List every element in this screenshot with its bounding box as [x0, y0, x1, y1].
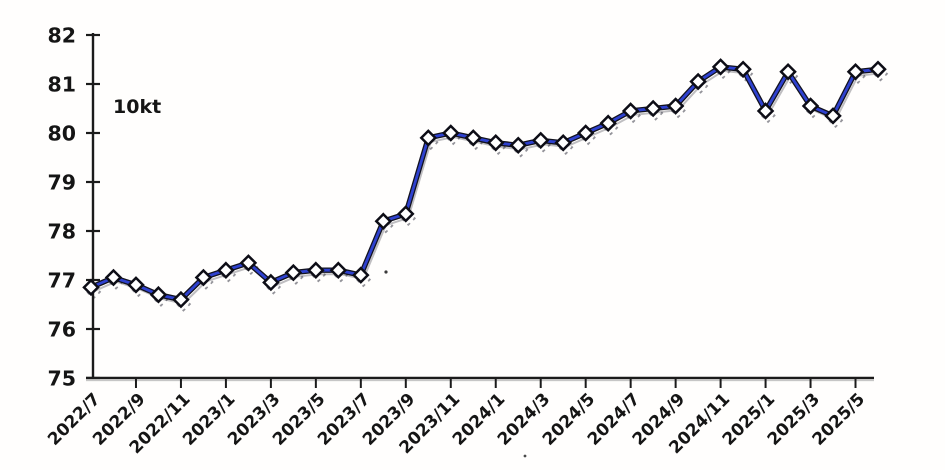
data-point-marker — [352, 266, 370, 284]
data-point-marker — [262, 273, 280, 292]
data-point-marker — [621, 102, 640, 120]
data-point-marker — [307, 261, 325, 279]
marker-scan-ghost — [198, 274, 214, 290]
data-point-marker — [464, 129, 483, 147]
data-point-marker — [756, 102, 775, 120]
data-point-marker — [734, 60, 752, 79]
data-point-marker — [666, 97, 685, 115]
marker-scan-ghost — [310, 266, 327, 283]
y-tick-label: 79 — [47, 171, 76, 195]
data-point-marker — [127, 276, 145, 294]
marker-scan-ghost — [288, 269, 304, 285]
data-point-marker — [869, 60, 887, 79]
marker-scan-ghost — [378, 217, 394, 234]
marker-scan-ghost — [220, 266, 237, 283]
marker-scan-ghost — [445, 129, 461, 146]
data-point-marker — [599, 114, 617, 132]
y-axis-ticks-labels: 75 76 77 78 79 80 81 82 — [47, 24, 100, 391]
data-point-marker — [419, 129, 438, 147]
data-point-marker — [509, 136, 527, 155]
data-markers — [82, 58, 887, 309]
y-tick-label: 82 — [47, 24, 76, 48]
y-tick-label: 80 — [47, 122, 76, 146]
scan-artifact-dot — [384, 270, 388, 274]
y-tick-label: 75 — [47, 367, 76, 391]
data-point-marker — [397, 205, 415, 223]
marker-scan-ghost — [423, 134, 439, 151]
data-point-marker — [104, 268, 123, 287]
y-tick-label: 81 — [47, 73, 76, 97]
data-point-marker — [172, 290, 190, 309]
axes — [86, 33, 874, 382]
marker-scan-ghost — [580, 129, 596, 146]
marker-scan-ghost — [513, 142, 529, 158]
marker-scan-ghost — [153, 291, 169, 307]
data-point-marker — [239, 254, 258, 272]
marker-scan-ghost — [872, 66, 889, 82]
data-line — [88, 64, 881, 303]
marker-scan-ghost — [602, 119, 619, 136]
marker-scan-ghost — [243, 259, 259, 276]
marker-scan-ghost — [468, 134, 484, 151]
marker-scan-ghost — [805, 102, 821, 119]
marker-scan-ghost — [737, 66, 754, 82]
data-point-marker — [846, 62, 865, 81]
marker-scan-ghost — [715, 63, 731, 80]
series-line — [89, 65, 880, 302]
data-point-marker — [711, 58, 730, 76]
marker-scan-ghost — [647, 105, 664, 121]
marker-scan-ghost — [175, 296, 192, 312]
y-tick-label: 78 — [47, 220, 76, 244]
unit-label: 10kt — [113, 96, 161, 118]
marker-scan-ghost — [130, 281, 147, 298]
data-point-marker — [531, 131, 550, 150]
marker-scan-ghost — [692, 78, 709, 94]
marker-scan-ghost — [850, 68, 866, 84]
data-point-marker — [576, 124, 595, 142]
data-point-marker — [149, 285, 168, 304]
data-point-marker — [374, 212, 393, 230]
data-point-marker — [486, 134, 505, 152]
data-point-marker — [801, 97, 820, 115]
marker-scan-ghost — [400, 210, 417, 227]
marker-scan-ghost — [265, 279, 282, 295]
data-point-marker — [82, 278, 100, 297]
x-axis-ticks-labels: 2022/72022/92022/112023/12023/32023/5202… — [44, 379, 869, 458]
data-point-marker — [779, 62, 797, 81]
data-point-marker — [824, 107, 842, 125]
data-point-marker — [689, 72, 707, 91]
scan-artifact-dot — [523, 454, 527, 458]
marker-scan-ghost — [782, 68, 799, 84]
marker-scan-ghost — [490, 139, 506, 156]
marker-scan-ghost — [760, 107, 776, 124]
marker-scan-ghost — [557, 139, 574, 156]
data-point-marker — [194, 268, 213, 287]
data-point-marker — [217, 261, 235, 279]
marker-scan-ghost — [827, 112, 844, 129]
data-point-marker — [329, 261, 348, 279]
y-tick-label: 77 — [47, 269, 76, 293]
marker-scan-ghost — [108, 274, 124, 290]
y-tick-label: 76 — [47, 318, 76, 342]
marker-scan-ghost — [535, 137, 551, 153]
data-point-marker — [442, 124, 460, 142]
data-point-marker — [554, 134, 572, 152]
data-point-marker — [284, 263, 303, 282]
marker-scan-ghost — [625, 107, 641, 124]
marker-scan-ghost — [333, 266, 349, 283]
data-point-marker — [644, 99, 662, 118]
marker-scan-ghost — [670, 102, 686, 119]
marker-scan-ghost — [355, 271, 372, 288]
